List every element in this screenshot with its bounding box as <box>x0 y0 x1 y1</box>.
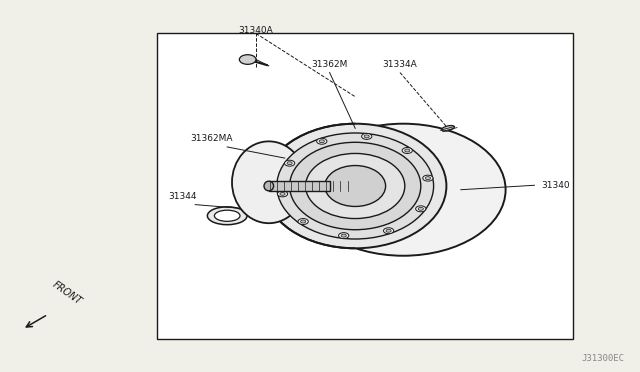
Bar <box>269 181 330 191</box>
Text: FRONT: FRONT <box>51 280 84 307</box>
Circle shape <box>415 206 426 212</box>
Text: 31340: 31340 <box>541 181 570 190</box>
Text: 31340A: 31340A <box>239 26 273 35</box>
Text: 31344: 31344 <box>168 192 196 201</box>
Ellipse shape <box>324 166 385 206</box>
Ellipse shape <box>305 153 404 219</box>
Circle shape <box>404 149 410 152</box>
Circle shape <box>364 135 369 138</box>
Circle shape <box>341 234 346 237</box>
Circle shape <box>298 218 308 224</box>
Ellipse shape <box>276 133 433 239</box>
Ellipse shape <box>232 141 306 223</box>
Ellipse shape <box>264 181 274 191</box>
Ellipse shape <box>442 125 454 131</box>
Ellipse shape <box>207 207 247 225</box>
Circle shape <box>277 191 287 197</box>
Circle shape <box>386 229 391 232</box>
Text: 31362MA: 31362MA <box>190 134 232 143</box>
Ellipse shape <box>264 124 446 248</box>
Circle shape <box>339 232 349 238</box>
Circle shape <box>301 220 306 223</box>
Bar <box>157 33 573 339</box>
Text: 31362M: 31362M <box>312 60 348 69</box>
Circle shape <box>285 160 295 166</box>
Circle shape <box>383 228 394 234</box>
Circle shape <box>319 140 324 143</box>
Ellipse shape <box>214 210 240 221</box>
Ellipse shape <box>301 124 506 256</box>
Circle shape <box>426 177 431 180</box>
Circle shape <box>239 55 256 64</box>
Text: J31300EC: J31300EC <box>581 354 624 363</box>
Circle shape <box>280 192 285 195</box>
Ellipse shape <box>289 142 421 230</box>
Circle shape <box>317 138 327 144</box>
Circle shape <box>287 162 292 165</box>
Circle shape <box>402 148 412 154</box>
Text: 31334A: 31334A <box>383 60 417 69</box>
Circle shape <box>423 175 433 181</box>
Circle shape <box>362 134 372 140</box>
Circle shape <box>418 207 423 210</box>
